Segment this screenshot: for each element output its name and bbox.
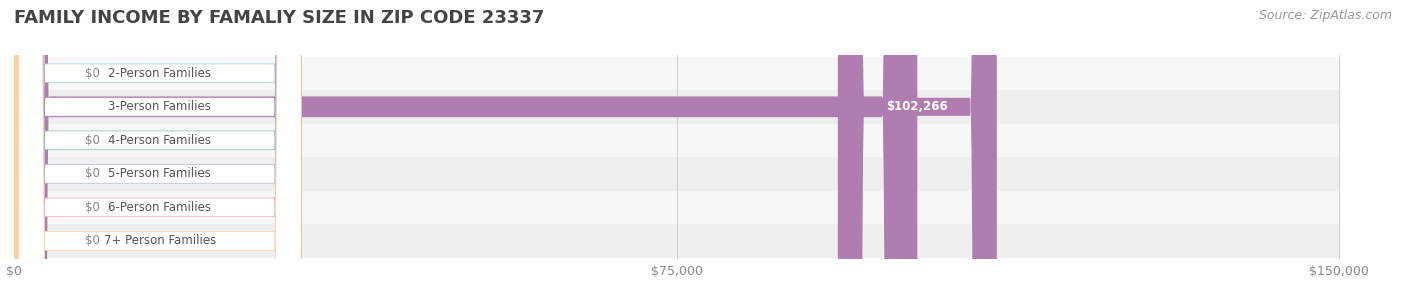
FancyBboxPatch shape [18, 0, 301, 305]
Text: $0: $0 [84, 234, 100, 247]
FancyBboxPatch shape [18, 0, 301, 305]
FancyBboxPatch shape [14, 0, 45, 305]
Text: $0: $0 [84, 201, 100, 214]
Bar [14, 90, 1339, 124]
FancyBboxPatch shape [838, 0, 997, 305]
Bar [14, 191, 1339, 224]
Text: 4-Person Families: 4-Person Families [108, 134, 211, 147]
Text: Source: ZipAtlas.com: Source: ZipAtlas.com [1258, 9, 1392, 22]
Text: $0: $0 [84, 67, 100, 80]
Bar [14, 56, 1339, 90]
FancyBboxPatch shape [18, 0, 301, 305]
FancyBboxPatch shape [14, 0, 45, 305]
Text: 6-Person Families: 6-Person Families [108, 201, 211, 214]
Text: $0: $0 [84, 134, 100, 147]
FancyBboxPatch shape [14, 0, 45, 305]
FancyBboxPatch shape [18, 0, 301, 305]
Text: $0: $0 [84, 167, 100, 180]
Bar [14, 224, 1339, 258]
Text: 7+ Person Families: 7+ Person Families [104, 234, 217, 247]
FancyBboxPatch shape [14, 0, 45, 305]
Bar [14, 124, 1339, 157]
FancyBboxPatch shape [14, 0, 45, 305]
Text: $102,266: $102,266 [886, 100, 948, 113]
Bar [14, 157, 1339, 191]
FancyBboxPatch shape [18, 0, 301, 305]
FancyBboxPatch shape [14, 0, 917, 305]
FancyBboxPatch shape [18, 0, 301, 305]
Text: 5-Person Families: 5-Person Families [108, 167, 211, 180]
Text: FAMILY INCOME BY FAMALIY SIZE IN ZIP CODE 23337: FAMILY INCOME BY FAMALIY SIZE IN ZIP COD… [14, 9, 544, 27]
Text: 3-Person Families: 3-Person Families [108, 100, 211, 113]
Text: 2-Person Families: 2-Person Families [108, 67, 211, 80]
